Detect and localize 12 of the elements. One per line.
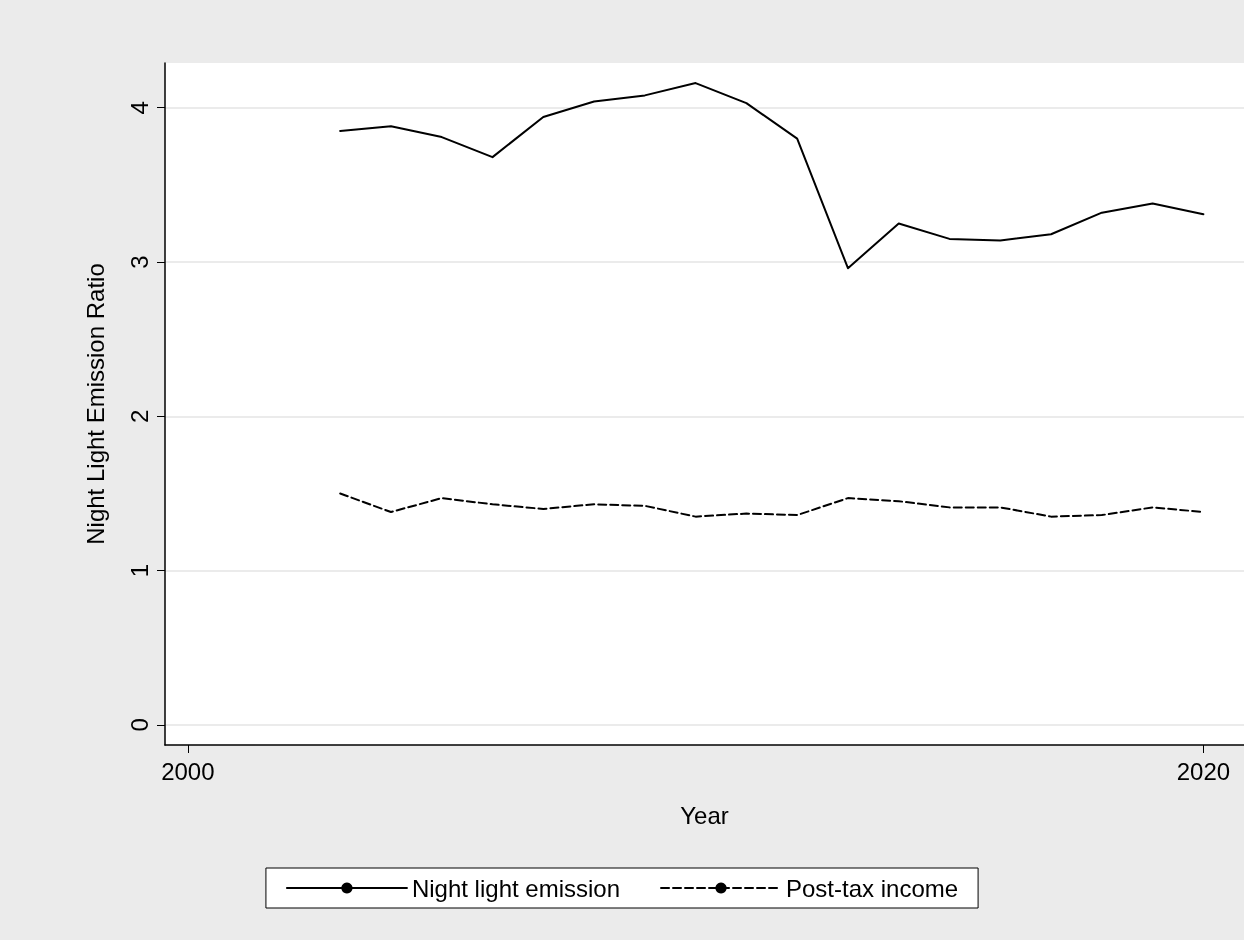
y-tick-label: 4 [125,101,153,115]
y-axis-title: Night Light Emission Ratio [81,263,109,545]
y-tick-label: 1 [125,563,153,578]
y-tick-label: 2 [125,409,153,424]
x-axis-title: Year [680,801,729,829]
legend-label: Post-tax income [786,874,959,902]
y-tick-label: 3 [125,255,153,269]
x-tick-label: 2020 [1176,757,1231,785]
line-series [339,82,1205,270]
legend-label: Night light emission [411,874,621,902]
y-tick-label: 0 [125,718,153,732]
x-tick-label: 2000 [161,757,215,785]
